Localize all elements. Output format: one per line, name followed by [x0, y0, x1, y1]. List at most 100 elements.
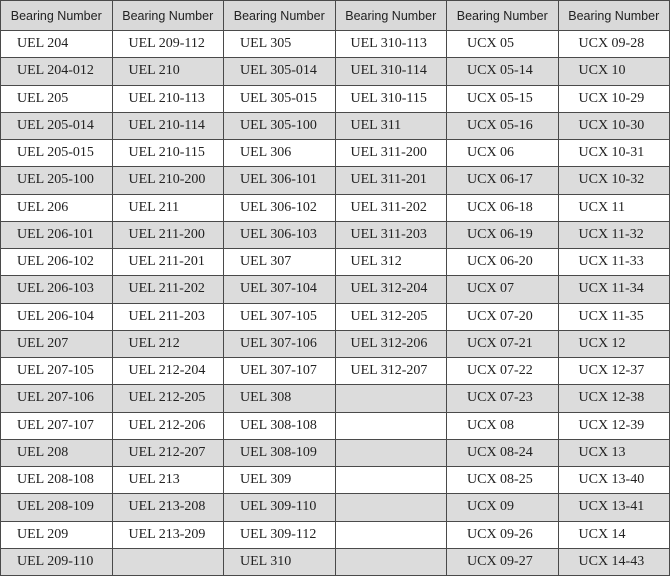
table-row: UEL 205-014 UEL 210-114 UEL 305-100 UEL 311… [0, 111, 670, 141]
bearing-number-cell [334, 411, 447, 440]
bearing-number-cell: UEL 306-102 [223, 193, 336, 222]
column-header: Bearing Number [0, 0, 113, 31]
table-row: UEL 207-105 UEL 212-204 UEL 307-107 UEL 312… [0, 356, 670, 386]
bearing-number-cell: UEL 204-012 [0, 57, 113, 86]
bearing-number-cell: UEL 307 [223, 247, 336, 277]
bearing-number-cell: UCX 10-30 [557, 111, 670, 141]
column-header: Bearing Number [446, 0, 559, 31]
table-row: UEL 205-100 UEL 210-200 UEL 306-101 UEL 311… [0, 166, 670, 195]
bearing-number-cell: UCX 08-24 [446, 438, 559, 468]
bearing-number-cell: UEL 312-207 [334, 356, 447, 386]
bearing-number-cell: UEL 211 [111, 193, 224, 222]
bearing-number-cell: UCX 05-15 [446, 84, 559, 113]
bearing-number-cell: UEL 307-105 [223, 302, 336, 331]
table-row: UEL 204-012 UEL 210 UEL 305-014 UEL 310-114… [0, 57, 670, 86]
bearing-number-cell: UEL 311-202 [334, 193, 447, 222]
bearing-number-cell: UEL 205-100 [0, 166, 113, 195]
bearing-number-cell: UEL 308-108 [223, 411, 336, 440]
table-row: UEL 208 UEL 212-207 UEL 308-109 UCX 08-24 UC… [0, 438, 670, 468]
table-row: UEL 209-110 UEL 310 UCX 09-27 UCX 14-43 [0, 547, 670, 576]
bearing-number-cell: UCX 07 [446, 275, 559, 304]
bearing-number-cell: UEL 212 [111, 329, 224, 359]
bearing-number-cell: UEL 212-204 [111, 356, 224, 386]
bearing-number-cell: UCX 14-43 [557, 547, 670, 576]
bearing-number-cell: UEL 307-104 [223, 275, 336, 304]
bearing-number-cell: UCX 14 [557, 520, 670, 549]
bearing-number-cell: UCX 06-20 [446, 247, 559, 277]
column-header: Bearing Number [111, 0, 224, 31]
bearing-number-cell: UCX 13-40 [557, 465, 670, 495]
table-row: UEL 208-108 UEL 213 UEL 309 UCX 08-25 UCX 13… [0, 465, 670, 495]
bearing-number-cell: UEL 305-014 [223, 57, 336, 86]
bearing-number-cell: UCX 07-23 [446, 384, 559, 413]
table-row: UEL 205-015 UEL 210-115 UEL 306 UEL 311-200… [0, 138, 670, 168]
bearing-number-cell: UEL 204 [0, 29, 113, 59]
table-row: UEL 207-107 UEL 212-206 UEL 308-108 UCX 08 U… [0, 411, 670, 440]
bearing-number-cell: UCX 10-31 [557, 138, 670, 168]
bearing-number-cell: UEL 310-114 [334, 57, 447, 86]
table-row: UEL 206-102 UEL 211-201 UEL 307 UEL 312 UCX … [0, 247, 670, 277]
bearing-number-cell: UCX 10-29 [557, 84, 670, 113]
bearing-number-cell: UCX 06 [446, 138, 559, 168]
bearing-number-cell: UCX 12-38 [557, 384, 670, 413]
table-row: UEL 206-104 UEL 211-203 UEL 307-105 UEL 312… [0, 302, 670, 331]
bearing-number-cell: UEL 213 [111, 465, 224, 495]
bearing-number-cell: UEL 309 [223, 465, 336, 495]
bearing-number-cell: UCX 11-34 [557, 275, 670, 304]
bearing-number-cell: UEL 312-205 [334, 302, 447, 331]
bearing-number-cell: UEL 209-112 [111, 29, 224, 59]
bearing-number-cell: UEL 210-115 [111, 138, 224, 168]
column-header: Bearing Number [334, 0, 447, 31]
bearing-number-cell [334, 547, 447, 576]
table-row: UEL 209 UEL 213-209 UEL 309-112 UCX 09-26 UC… [0, 520, 670, 549]
bearing-number-cell: UEL 210-113 [111, 84, 224, 113]
bearing-number-cell: UCX 12 [557, 329, 670, 359]
table-row: UEL 206-103 UEL 211-202 UEL 307-104 UEL 312… [0, 275, 670, 304]
bearing-number-cell: UEL 312-204 [334, 275, 447, 304]
bearing-number-cell: UEL 211-202 [111, 275, 224, 304]
bearing-number-cell: UEL 207 [0, 329, 113, 359]
bearing-number-cell: UCX 12-39 [557, 411, 670, 440]
bearing-number-cell: UEL 211-203 [111, 302, 224, 331]
bearing-number-cell: UCX 11 [557, 193, 670, 222]
bearing-number-cell: UEL 308-109 [223, 438, 336, 468]
bearing-number-cell: UEL 206-104 [0, 302, 113, 331]
bearing-number-cell: UEL 205-015 [0, 138, 113, 168]
bearing-number-cell: UEL 311-203 [334, 220, 447, 250]
bearing-number-cell: UCX 08 [446, 411, 559, 440]
bearing-number-cell: UEL 208-108 [0, 465, 113, 495]
bearing-number-cell: UEL 205 [0, 84, 113, 113]
bearing-number-cell [111, 547, 224, 576]
bearing-number-cell: UCX 09 [446, 493, 559, 522]
bearing-number-cell: UEL 207-105 [0, 356, 113, 386]
bearing-number-cell: UEL 210 [111, 57, 224, 86]
bearing-number-cell [334, 520, 447, 549]
bearing-number-cell [334, 384, 447, 413]
bearing-number-cell: UEL 209-110 [0, 547, 113, 576]
bearing-number-cell: UCX 11-35 [557, 302, 670, 331]
bearing-number-cell: UEL 213-208 [111, 493, 224, 522]
bearing-number-cell: UCX 07-21 [446, 329, 559, 359]
bearing-number-cell: UEL 206-101 [0, 220, 113, 250]
bearing-number-cell: UEL 212-205 [111, 384, 224, 413]
table-row: UEL 206-101 UEL 211-200 UEL 306-103 UEL 311… [0, 220, 670, 250]
bearing-number-cell: UCX 07-20 [446, 302, 559, 331]
bearing-number-cell: UEL 306 [223, 138, 336, 168]
bearing-number-cell: UEL 205-014 [0, 111, 113, 141]
bearing-number-cell: UEL 307-106 [223, 329, 336, 359]
bearing-number-cell: UEL 208-109 [0, 493, 113, 522]
bearing-number-cell: UCX 10-32 [557, 166, 670, 195]
bearing-number-cell: UEL 310 [223, 547, 336, 576]
bearing-number-cell: UCX 10 [557, 57, 670, 86]
bearing-number-cell: UCX 11-33 [557, 247, 670, 277]
bearing-number-cell: UEL 309-110 [223, 493, 336, 522]
table-row: UEL 207-106 UEL 212-205 UEL 308 UCX 07-23 UC… [0, 384, 670, 413]
bearing-number-cell [334, 465, 447, 495]
bearing-number-cell: UCX 07-22 [446, 356, 559, 386]
bearing-number-cell [334, 438, 447, 468]
bearing-number-cell: UCX 09-27 [446, 547, 559, 576]
bearing-number-cell: UEL 306-103 [223, 220, 336, 250]
bearing-number-cell: UEL 311-201 [334, 166, 447, 195]
header-row: Bearing Number Bearing Number Bearing Numb… [0, 0, 670, 31]
